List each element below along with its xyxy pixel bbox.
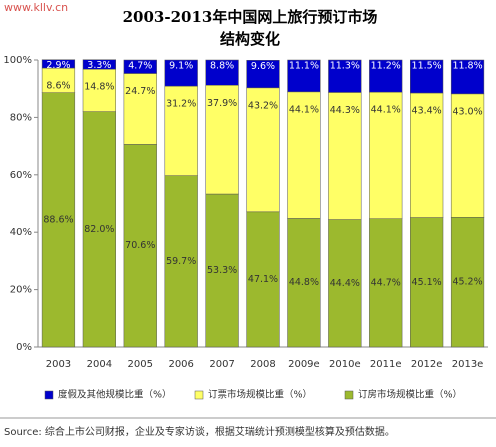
data-label: 11.1% xyxy=(289,61,319,72)
x-tick-label: 2004 xyxy=(87,359,112,370)
data-label: 31.2% xyxy=(166,99,196,110)
bar-segment xyxy=(450,59,485,95)
bar-segment xyxy=(410,92,444,218)
data-label: 45.2% xyxy=(452,277,482,288)
data-label: 11.5% xyxy=(412,61,442,72)
x-tick-label: 2003 xyxy=(46,359,71,370)
data-label: 82.0% xyxy=(84,224,114,235)
chart-subtitle: 结构变化 xyxy=(220,30,280,48)
data-label: 44.3% xyxy=(330,105,360,116)
x-tick-label: 2009e xyxy=(288,359,320,370)
data-label: 11.2% xyxy=(371,61,401,72)
data-label: 44.7% xyxy=(371,277,401,288)
bar-segment xyxy=(41,59,76,69)
data-label: 8.8% xyxy=(210,61,234,72)
x-tick-label: 2007 xyxy=(209,359,234,370)
bar-segment xyxy=(41,92,76,348)
data-label: 43.4% xyxy=(412,106,442,117)
data-label: 88.6% xyxy=(43,214,73,225)
bar-segment xyxy=(246,60,280,89)
y-tick-label: 0% xyxy=(16,342,32,353)
data-label: 14.8% xyxy=(84,82,114,93)
bar-segment xyxy=(328,219,362,348)
bar-segment xyxy=(328,92,362,220)
data-label: 9.6% xyxy=(251,61,275,72)
bar-segment xyxy=(287,91,321,219)
data-label: 43.2% xyxy=(248,100,278,111)
data-label: 24.7% xyxy=(125,86,155,97)
data-label: 9.1% xyxy=(169,61,193,72)
data-label: 4.7% xyxy=(128,61,152,72)
source: Source: 综合上市公司财报，企业及专家访谈，根据艾瑞统计预测模型核算及预估… xyxy=(4,425,395,438)
legend-label: 度假及其他规模比重（%） xyxy=(58,389,172,401)
x-tick-label: 2008 xyxy=(250,359,275,370)
data-label: 47.1% xyxy=(248,274,278,285)
bar-segment xyxy=(82,59,116,70)
x-tick-label: 2013e xyxy=(452,359,484,370)
data-label: 44.1% xyxy=(371,105,401,116)
watermark: www.kllv.cn xyxy=(4,1,68,14)
legend-swatch xyxy=(344,390,354,400)
data-label: 59.7% xyxy=(166,256,196,267)
data-label: 45.1% xyxy=(412,277,442,288)
bar-segment xyxy=(328,59,362,93)
data-label: 8.6% xyxy=(46,81,70,92)
x-tick-label: 2006 xyxy=(168,359,193,370)
bar-segment xyxy=(246,211,280,348)
bar-segment xyxy=(123,73,157,145)
bar-segment xyxy=(410,217,444,348)
data-label: 70.6% xyxy=(125,240,155,251)
y-tick-label: 60% xyxy=(10,170,32,181)
bar-segment xyxy=(164,59,198,87)
data-label: 44.8% xyxy=(289,277,319,288)
bar-segment xyxy=(164,175,198,348)
legend-label: 订房市场规模比重（%） xyxy=(358,389,462,401)
bar-segment xyxy=(369,91,403,219)
bar-segment xyxy=(205,59,239,86)
y-tick-label: 100% xyxy=(3,55,32,66)
data-label: 44.1% xyxy=(289,104,319,115)
bar-segment xyxy=(450,93,485,218)
x-tick-label: 2010e xyxy=(329,359,361,370)
bar-segment xyxy=(287,218,321,348)
bar-segment xyxy=(410,59,444,94)
bar-segment xyxy=(123,59,157,74)
y-tick-label: 40% xyxy=(10,227,32,238)
legend-label: 订票市场规模比重（%） xyxy=(208,389,312,401)
legend-swatch xyxy=(44,390,54,400)
x-tick-label: 2012e xyxy=(411,359,443,370)
bar-segment xyxy=(164,85,198,176)
x-tick-label: 2005 xyxy=(128,359,153,370)
data-label: 11.3% xyxy=(330,61,360,72)
data-label: 43.0% xyxy=(452,106,482,117)
data-label: 2.9% xyxy=(46,60,70,71)
bar-segment xyxy=(246,87,280,213)
chart-title: 2003-2013年中国网上旅行预订市场 xyxy=(123,8,378,26)
data-label: 37.9% xyxy=(207,98,237,109)
y-tick-label: 80% xyxy=(10,112,32,123)
bar-segment xyxy=(205,85,239,195)
x-tick-label: 2011e xyxy=(370,359,402,370)
bar-segment xyxy=(287,59,321,93)
y-tick-label: 20% xyxy=(10,285,32,296)
bar-segment xyxy=(369,218,403,348)
data-label: 44.4% xyxy=(330,278,360,289)
bar-segment xyxy=(205,193,239,348)
data-label: 53.3% xyxy=(207,265,237,276)
data-label: 3.3% xyxy=(87,60,111,71)
bar-segment xyxy=(450,217,485,348)
bar-segment xyxy=(369,59,403,93)
legend-swatch xyxy=(194,390,204,400)
data-label: 11.8% xyxy=(452,61,482,72)
